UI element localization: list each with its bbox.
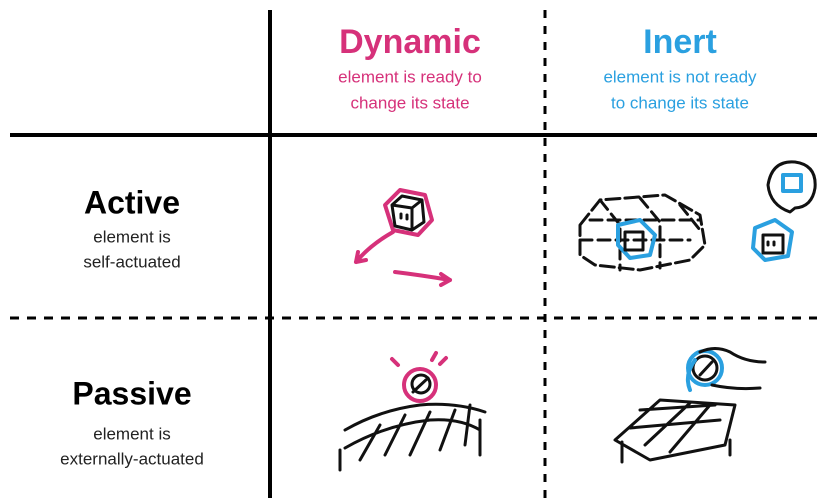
column-title: Inert xyxy=(643,23,717,61)
sketch-active-dynamic xyxy=(354,188,452,287)
row-title: Active xyxy=(84,184,180,220)
column-subtitle: element is not ready xyxy=(603,67,757,86)
sketch-active-inert xyxy=(578,160,817,272)
column-subtitle: change its state xyxy=(350,93,469,112)
row-subtitle: element is xyxy=(93,227,170,246)
sketch-passive-inert xyxy=(613,347,767,464)
column-subtitle: element is ready to xyxy=(338,67,482,86)
column-title: Dynamic xyxy=(339,23,481,61)
sketch-passive-dynamic xyxy=(338,351,487,472)
column-subtitle: to change its state xyxy=(611,93,749,112)
row-subtitle: externally-actuated xyxy=(60,449,204,468)
row-subtitle: self-actuated xyxy=(83,252,180,271)
row-subtitle: element is xyxy=(93,424,170,443)
row-title: Passive xyxy=(72,375,191,411)
